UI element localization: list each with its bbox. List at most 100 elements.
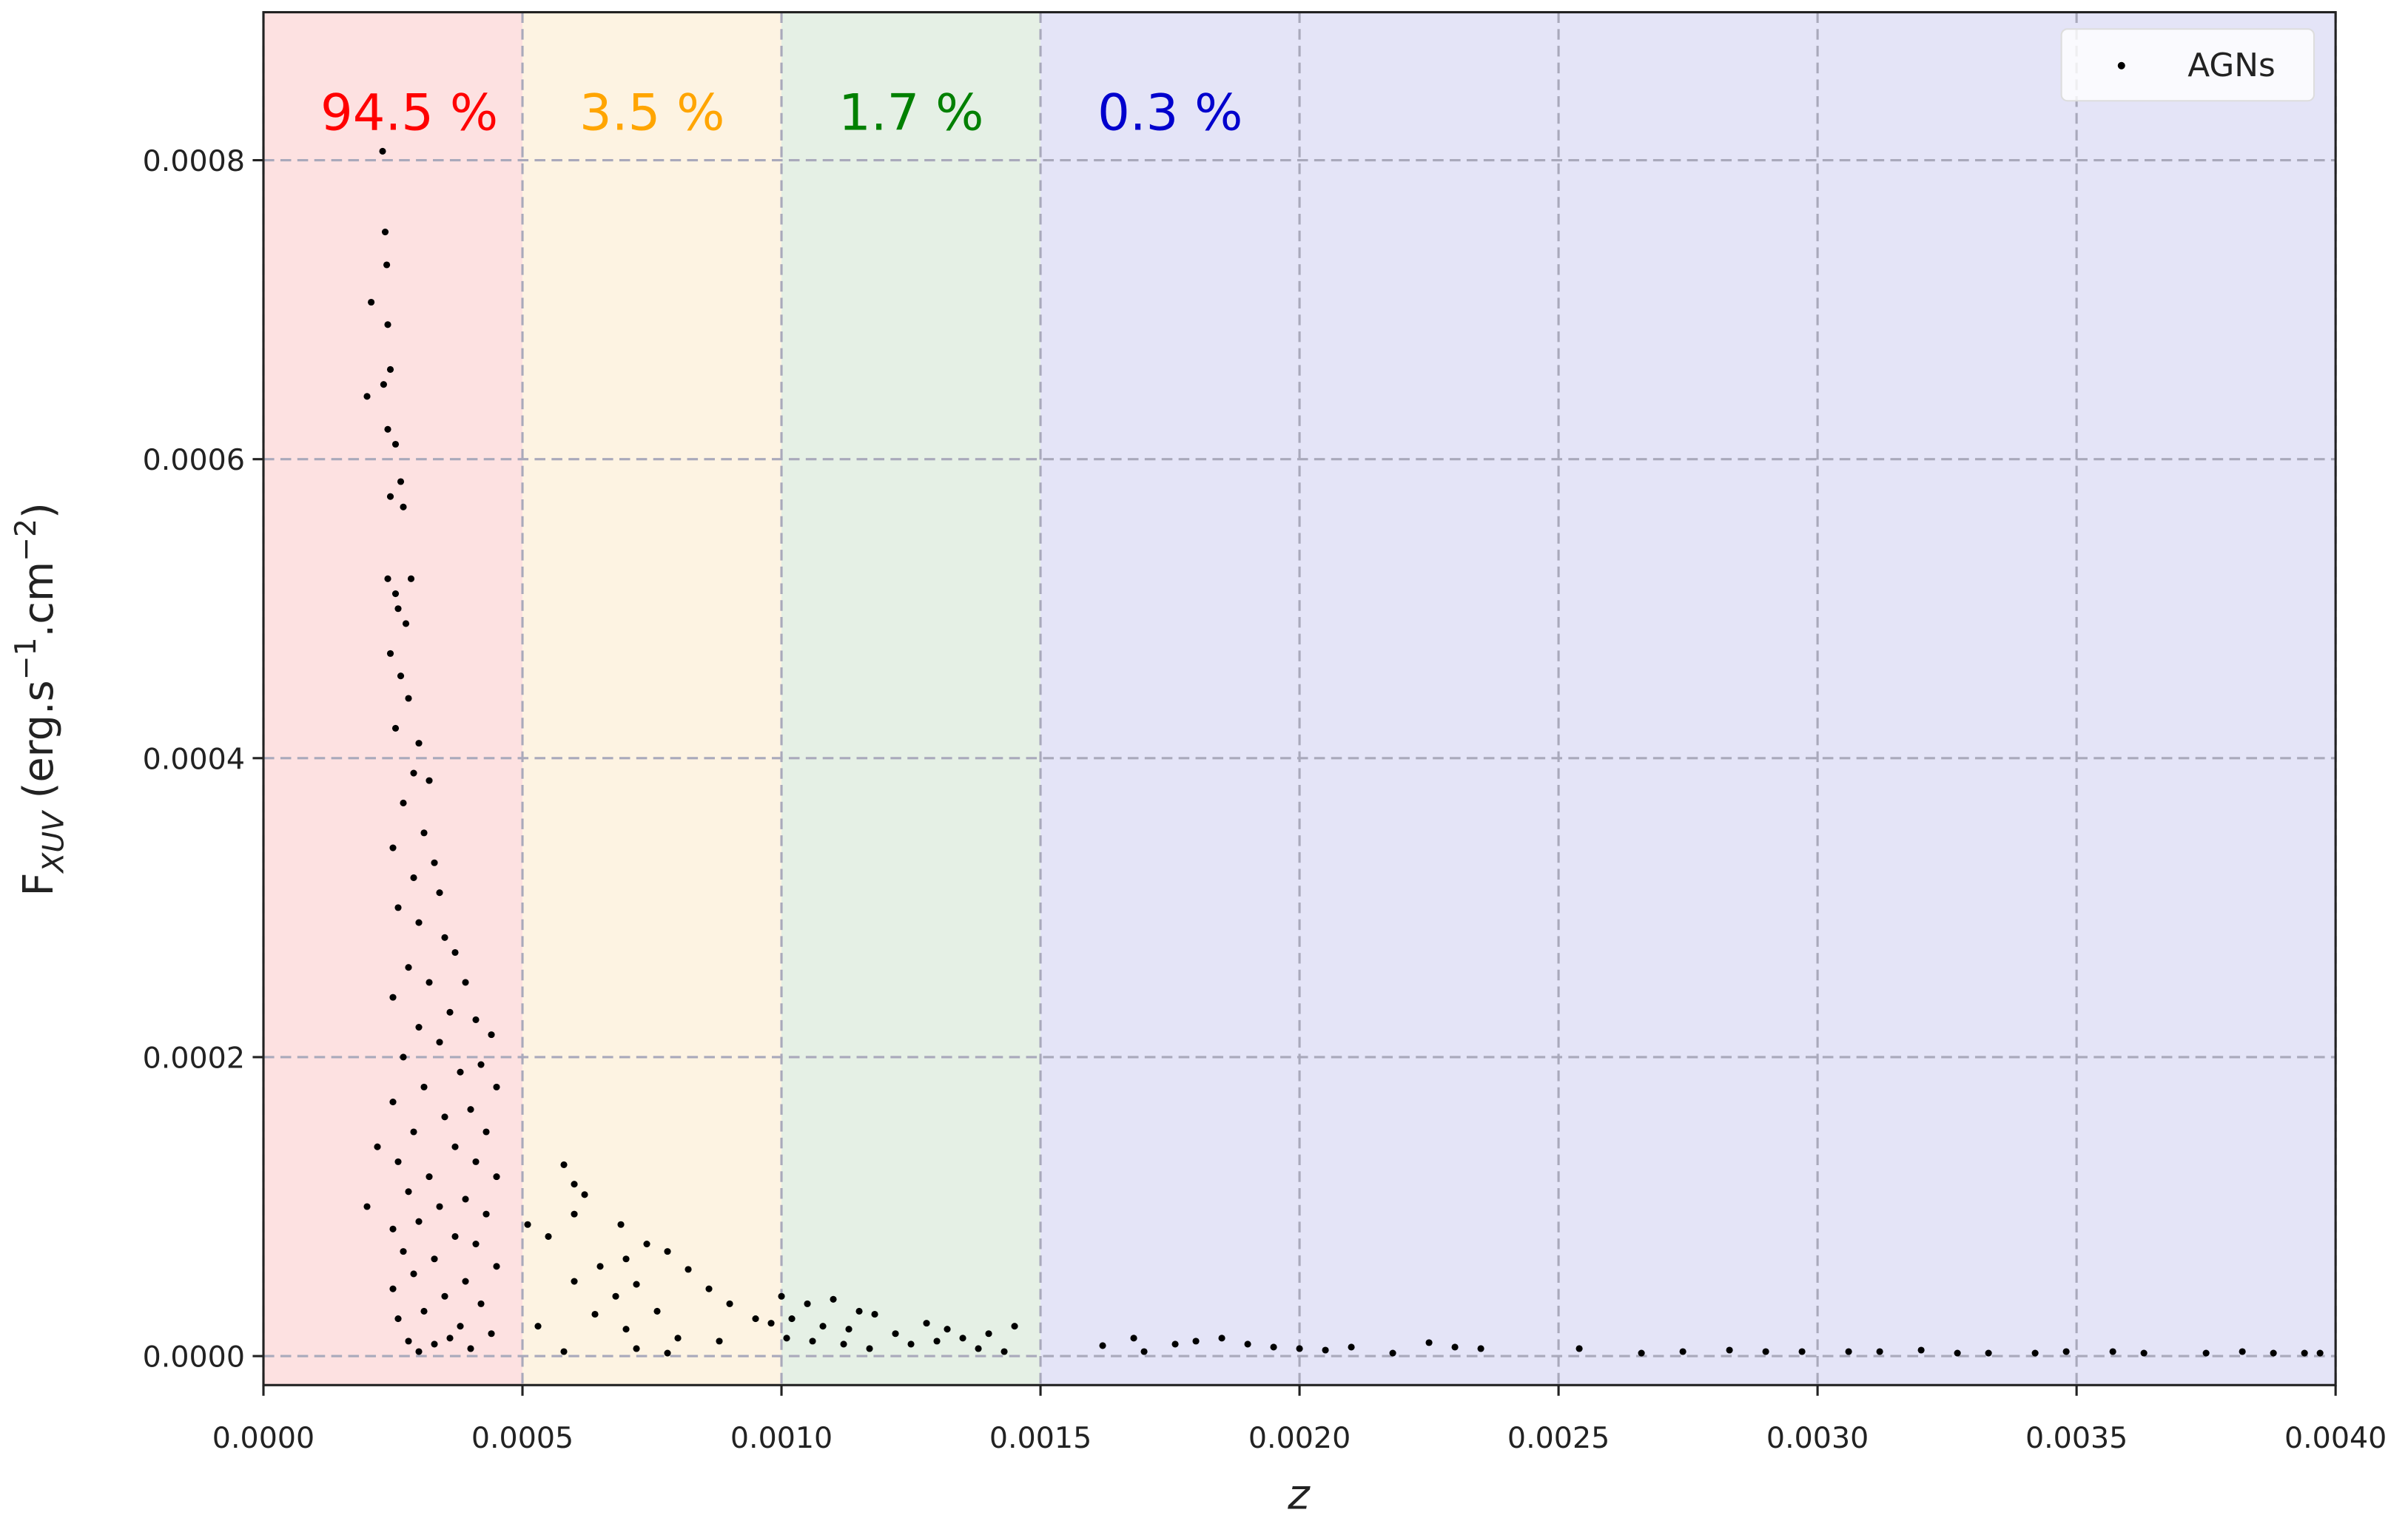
point [415, 1023, 423, 1031]
legend-box [2060, 28, 2315, 102]
point [451, 1232, 459, 1240]
axes: 94.5 % 3.5 % 1.7 % 0.3 % 0.0000 0.0005 0.0010 0… [143, 10, 2387, 1455]
point [420, 1083, 428, 1090]
point [2031, 1349, 2039, 1357]
y-label-part: ) [15, 502, 63, 519]
point [1140, 1348, 1148, 1355]
point [1985, 1349, 1992, 1357]
point [1726, 1346, 1733, 1354]
point [524, 1221, 531, 1228]
point [1798, 1348, 1806, 1355]
point [653, 1307, 661, 1315]
point [1130, 1335, 1137, 1342]
point [389, 844, 397, 851]
point [363, 393, 371, 400]
x-tick-label: 0.0005 [471, 1421, 574, 1455]
point [1270, 1343, 1277, 1351]
x-axis-label: z [1287, 1471, 1311, 1520]
point [617, 1221, 625, 1228]
point [840, 1340, 847, 1348]
point [462, 1195, 469, 1203]
x-tick-label: 0.0020 [1248, 1421, 1351, 1455]
point [985, 1330, 992, 1338]
point [386, 650, 394, 657]
point [431, 1340, 438, 1348]
point [493, 1263, 500, 1270]
point [545, 1232, 552, 1240]
point [462, 1278, 469, 1285]
point [391, 590, 400, 598]
point [441, 1113, 448, 1121]
point [405, 1338, 412, 1345]
point [391, 440, 400, 448]
point [1954, 1349, 1961, 1357]
legend-marker [2117, 61, 2125, 70]
point [477, 1300, 485, 1307]
point [633, 1345, 640, 1352]
point [381, 229, 389, 236]
point [783, 1335, 790, 1342]
point [472, 1240, 480, 1248]
point [1679, 1348, 1686, 1355]
point [933, 1338, 941, 1345]
point [407, 575, 415, 582]
point [380, 381, 387, 388]
region-label: 0.3 % [1097, 84, 1242, 143]
point [581, 1191, 588, 1198]
point [1762, 1348, 1769, 1355]
y-label-part: F [15, 872, 63, 896]
point [379, 147, 386, 155]
point [400, 503, 407, 510]
point [560, 1348, 568, 1355]
point [907, 1340, 915, 1348]
point [788, 1315, 796, 1323]
point [866, 1345, 873, 1352]
point [391, 724, 400, 732]
region [263, 12, 523, 1386]
point [451, 1143, 459, 1150]
point [436, 1039, 443, 1046]
point [1000, 1348, 1008, 1355]
point [975, 1345, 982, 1352]
point [436, 889, 443, 897]
point [410, 769, 417, 777]
point [591, 1310, 599, 1318]
point [415, 919, 423, 926]
point [441, 1292, 448, 1300]
point [400, 1248, 407, 1255]
point [1348, 1343, 1355, 1351]
point [1876, 1348, 1883, 1355]
point [571, 1278, 578, 1285]
point [394, 904, 402, 911]
point [400, 799, 407, 806]
point [457, 1068, 464, 1076]
point [436, 1203, 443, 1210]
point [420, 829, 428, 837]
point [2316, 1349, 2324, 1357]
point [830, 1295, 837, 1303]
point [1575, 1345, 1583, 1352]
point [415, 1348, 423, 1355]
region [781, 12, 1041, 1386]
point [560, 1161, 568, 1168]
point [726, 1300, 733, 1307]
point [415, 1218, 423, 1225]
regions [263, 12, 2336, 1386]
point [1425, 1339, 1433, 1346]
point [845, 1326, 852, 1333]
point [410, 1128, 417, 1136]
point [446, 1335, 454, 1342]
plot-frame [262, 10, 2337, 1386]
point [384, 321, 391, 328]
point [368, 298, 375, 306]
point [2140, 1349, 2148, 1357]
point [633, 1281, 640, 1288]
point [482, 1210, 490, 1218]
point [571, 1210, 578, 1218]
y-tick-label: 0.0000 [143, 1340, 245, 1375]
region-label: 94.5 % [320, 84, 498, 143]
point [1845, 1348, 1852, 1355]
point [855, 1307, 863, 1315]
y-label-part: (erg.s [15, 680, 63, 812]
point [457, 1323, 464, 1330]
